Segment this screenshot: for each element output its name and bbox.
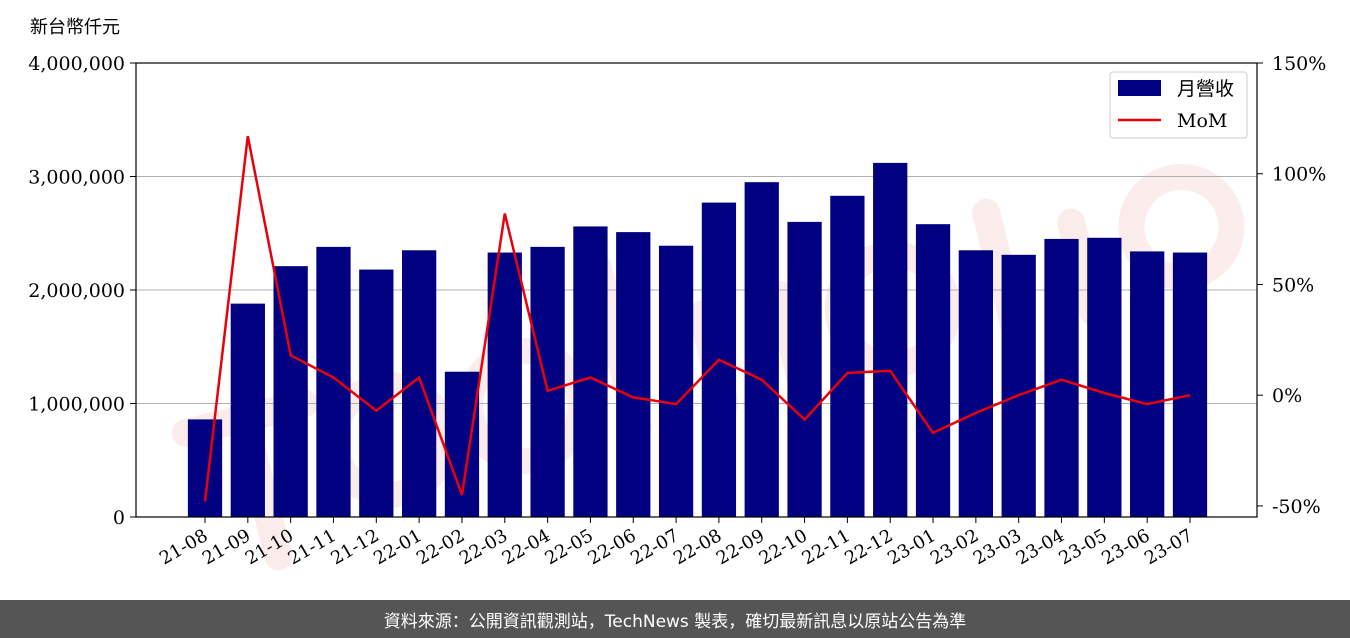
- revenue-bars: [187, 162, 1208, 518]
- revenue-bar-22-04: [530, 246, 565, 517]
- x-tick-label: 22-07: [627, 525, 682, 569]
- x-axis: 21-0821-0921-1021-1121-1222-0122-0222-03…: [156, 517, 1197, 569]
- revenue-bar-22-01: [402, 250, 437, 517]
- x-tick-label: 23-05: [1055, 525, 1110, 569]
- mom-line: [203, 135, 1191, 502]
- revenue-bar-21-08: [187, 419, 223, 517]
- left-y-tick-label: 1,000,000: [28, 394, 125, 416]
- source-text: 資料來源：公開資訊觀測站，TechNews 製表，確切最新訊息以原站公告為準: [383, 611, 967, 632]
- revenue-bar-22-10: [787, 221, 822, 517]
- revenue-bar-21-11: [316, 246, 351, 517]
- y-axis-label: 新台幣仟元: [30, 17, 120, 38]
- revenue-bar-21-12: [359, 269, 394, 517]
- x-tick-label: 21-08: [156, 525, 211, 569]
- x-tick-label: 22-05: [541, 525, 596, 569]
- right-y-tick-label: 100%: [1272, 164, 1326, 186]
- x-tick-label: 23-01: [884, 525, 939, 569]
- revenue-bar-21-09: [230, 303, 265, 517]
- revenue-bar-23-02: [958, 250, 993, 517]
- x-tick-label: 22-02: [413, 525, 468, 569]
- revenue-bar-22-06: [616, 232, 651, 518]
- x-tick-label: 22-01: [370, 525, 425, 569]
- x-tick-label: 21-11: [285, 525, 340, 569]
- chart-svg: 新台幣仟元 0 1,000,000 2,000,000 3,000,000 4,000,…: [28, 17, 1326, 571]
- x-tick-label: 23-06: [1098, 525, 1153, 569]
- x-tick-label: 22-06: [584, 525, 639, 569]
- x-tick-label: 23-03: [970, 525, 1025, 569]
- revenue-bar-22-12: [873, 162, 908, 517]
- revenue-bar-23-04: [1044, 238, 1079, 518]
- right-y-axis: -50% 0% 50% 100% 150%: [1257, 53, 1326, 518]
- source-footer: 資料來源：公開資訊觀測站，TechNews 製表，確切最新訊息以原站公告為準: [0, 600, 1350, 638]
- right-y-tick-label: -50%: [1272, 496, 1321, 518]
- right-y-tick-label: 0%: [1272, 385, 1302, 407]
- legend-label-mom: MoM: [1177, 110, 1227, 132]
- revenue-bar-23-03: [1001, 254, 1036, 517]
- right-y-tick-label: 50%: [1272, 274, 1314, 296]
- x-tick-label: 22-04: [499, 525, 554, 569]
- legend-label-revenue: 月營收: [1177, 78, 1234, 100]
- revenue-bar-23-07: [1172, 252, 1208, 518]
- left-y-tick-label: 4,000,000: [28, 53, 125, 75]
- x-tick-label: 21-12: [327, 525, 382, 569]
- revenue-bar-22-05: [573, 226, 608, 517]
- legend: 月營收 MoM: [1109, 71, 1248, 139]
- left-y-axis: 0 1,000,000 2,000,000 3,000,000 4,000,000: [28, 53, 136, 529]
- x-tick-label: 22-10: [756, 525, 811, 569]
- revenue-bar-23-06: [1130, 251, 1165, 517]
- legend-bar-swatch: [1118, 80, 1161, 96]
- revenue-bar-22-09: [744, 182, 779, 518]
- revenue-bar-22-11: [830, 195, 865, 518]
- right-y-tick-label: 150%: [1272, 53, 1326, 75]
- revenue-bar-21-10: [273, 266, 308, 517]
- left-y-tick-label: 2,000,000: [28, 280, 125, 302]
- left-y-tick-label: 0: [113, 507, 125, 529]
- x-tick-label: 23-02: [927, 525, 982, 569]
- mom-series-line: [203, 135, 1191, 502]
- revenue-chart: 新台幣仟元 0 1,000,000 2,000,000 3,000,000 4,000,…: [28, 17, 1326, 571]
- x-tick-label: 21-09: [199, 525, 254, 569]
- revenue-bar-23-01: [915, 224, 951, 518]
- x-tick-label: 23-07: [1141, 525, 1196, 569]
- x-tick-label: 22-03: [456, 525, 511, 569]
- x-tick-label: 23-04: [1013, 525, 1068, 569]
- left-y-tick-label: 3,000,000: [28, 167, 125, 189]
- revenue-bar-22-07: [658, 245, 694, 518]
- x-tick-label: 22-09: [713, 525, 768, 569]
- x-tick-label: 22-08: [670, 525, 725, 569]
- revenue-bar-23-05: [1087, 237, 1122, 518]
- x-tick-label: 22-12: [841, 525, 896, 569]
- x-tick-label: 22-11: [798, 525, 853, 569]
